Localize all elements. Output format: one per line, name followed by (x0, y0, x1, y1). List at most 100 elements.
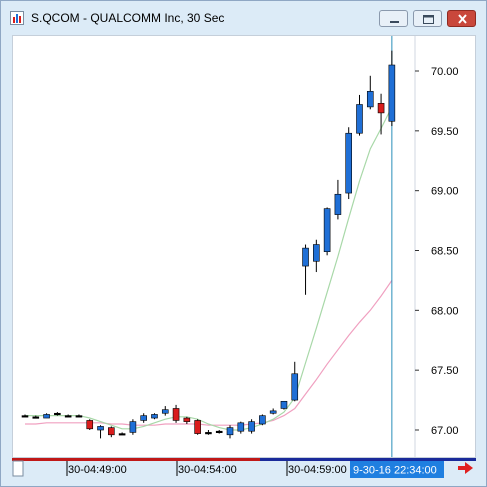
candle[interactable] (226, 425, 234, 439)
candle[interactable] (54, 412, 61, 416)
maximize-icon (423, 15, 434, 24)
arrow-shaft (458, 466, 466, 470)
y-tick-label: 67.00 (431, 425, 459, 437)
candle[interactable] (151, 413, 158, 420)
window-title: S.QCOM - QUALCOMM Inc, 30 Sec (31, 11, 225, 25)
cursor-time-label: 9-30-16 22:34:00 (353, 465, 437, 477)
candle-body (161, 409, 169, 414)
candle[interactable] (313, 239, 320, 273)
candle-body (377, 103, 385, 114)
time-axis-red-band (12, 458, 476, 461)
y-tick-label: 70.00 (431, 66, 459, 78)
time-axis-bar[interactable]: 30-04:49:00 30-04:54:00 30-04:59:00 9-30-16… (12, 458, 476, 478)
candle[interactable] (108, 426, 115, 438)
candle-body (334, 193, 342, 215)
candle-body (313, 244, 320, 262)
candle-body (388, 64, 396, 122)
candle-body (248, 421, 255, 432)
candle-body (86, 420, 94, 430)
candle-body (118, 433, 126, 436)
candle-body (259, 415, 266, 425)
minimize-button[interactable] (379, 10, 408, 27)
candle-body (43, 414, 50, 419)
candle[interactable] (43, 413, 50, 419)
scroll-right-arrow-icon[interactable] (458, 462, 473, 474)
candle-body (280, 400, 288, 409)
maximize-button[interactable] (413, 10, 442, 27)
candle-body (226, 427, 234, 436)
candle[interactable] (323, 207, 331, 256)
close-icon (458, 14, 467, 24)
candle[interactable] (366, 75, 374, 110)
cursor-time-label-bg (350, 461, 444, 478)
candle-body (64, 415, 72, 418)
candle[interactable] (302, 244, 309, 295)
candle[interactable] (21, 414, 29, 418)
candle[interactable] (205, 430, 212, 435)
candle[interactable] (345, 127, 353, 200)
candle-body (108, 427, 115, 436)
candle-body (151, 414, 158, 419)
candle[interactable] (75, 414, 83, 418)
y-tick-label: 68.50 (431, 246, 459, 258)
candle[interactable] (194, 419, 201, 435)
candle[interactable] (388, 50, 396, 127)
candle[interactable] (118, 432, 126, 436)
candle[interactable] (183, 416, 191, 425)
candle-body (183, 417, 191, 422)
candle[interactable] (269, 408, 277, 415)
x-tick-label: 30-04:54:00 (178, 464, 237, 476)
candle-body (323, 208, 331, 253)
time-axis[interactable]: 30-04:49:00 30-04:54:00 30-04:59:00 9-30-16… (12, 458, 476, 478)
chart-panel[interactable]: 70.00 69.50 69.00 68.50 68.00 67.50 67.00 (12, 35, 476, 458)
candle-body (269, 410, 277, 414)
title-bar[interactable]: S.QCOM - QUALCOMM Inc, 30 Sec (1, 1, 486, 35)
candle[interactable] (356, 94, 363, 136)
candle-body (194, 420, 201, 434)
chart-app-icon (10, 11, 24, 25)
y-tick-label: 67.50 (431, 365, 459, 377)
candle-body (129, 421, 137, 433)
candle[interactable] (280, 400, 288, 410)
close-button[interactable] (447, 10, 476, 27)
candle-body (21, 415, 29, 418)
candle[interactable] (215, 430, 223, 434)
candle[interactable] (32, 415, 40, 419)
candle[interactable] (140, 413, 147, 423)
candle[interactable] (64, 414, 72, 418)
candle[interactable] (377, 93, 385, 135)
candle-body (75, 415, 83, 418)
candle[interactable] (259, 414, 266, 426)
candle[interactable] (291, 361, 299, 402)
candle[interactable] (97, 425, 104, 439)
candle[interactable] (237, 421, 245, 434)
candle-body (291, 373, 299, 401)
candle-body (366, 91, 374, 108)
candlestick-chart[interactable]: 70.00 69.50 69.00 68.50 68.00 67.50 67.00 (13, 36, 475, 457)
candle-body (205, 432, 212, 435)
candle-body (345, 132, 353, 194)
y-tick-label: 69.00 (431, 186, 459, 198)
candle[interactable] (161, 406, 169, 416)
scroll-start-box[interactable] (12, 460, 24, 477)
candle[interactable] (129, 419, 137, 435)
candle-body (356, 104, 363, 134)
time-axis-blue-band (260, 458, 476, 461)
x-tick-label: 30-04:49:00 (68, 464, 127, 476)
x-tick-label: 30-04:59:00 (288, 464, 347, 476)
candle[interactable] (334, 179, 342, 220)
y-tick-label: 69.50 (431, 126, 459, 138)
candle-body (140, 415, 147, 421)
candle[interactable] (86, 419, 94, 431)
candle-body (97, 426, 104, 431)
candle[interactable] (248, 419, 255, 434)
candle-body (32, 416, 40, 419)
candle-body (237, 422, 245, 432)
candle-body (302, 247, 309, 267)
candle[interactable] (172, 404, 180, 423)
minimize-icon (390, 21, 399, 23)
moving-average-fast (25, 106, 393, 431)
y-tick-label: 68.00 (431, 305, 459, 317)
moving-average-slow (25, 280, 393, 426)
